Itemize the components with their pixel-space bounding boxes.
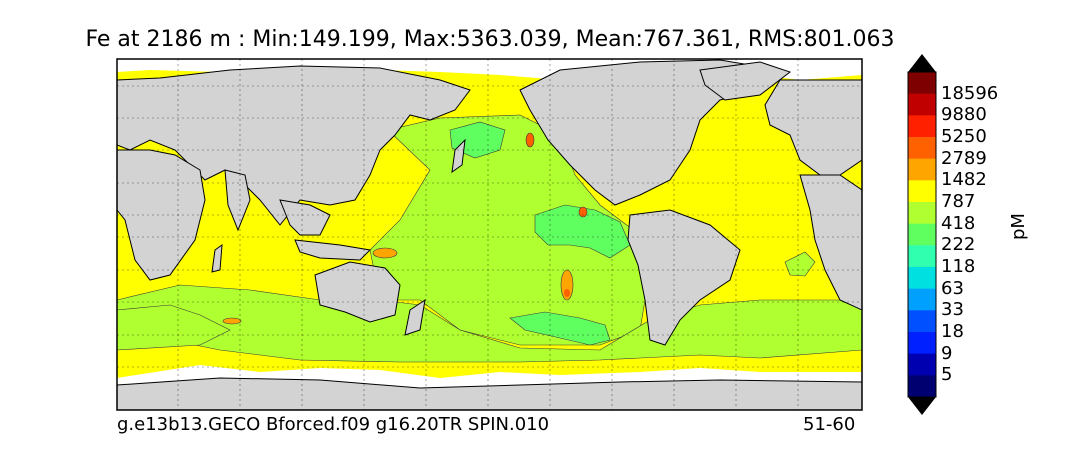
colorbar-swatch bbox=[908, 72, 936, 95]
colorbar-frame bbox=[907, 71, 937, 398]
colorbar-swatch bbox=[908, 310, 936, 333]
colorbar-swatch bbox=[908, 158, 936, 181]
colorbar-tick-label: 2789 bbox=[941, 147, 987, 169]
colorbar-swatch bbox=[908, 137, 936, 160]
colorbar-tick-label: 118 bbox=[941, 256, 976, 277]
colorbar-tick-label: 18 bbox=[941, 321, 964, 342]
colorbar-tick-label: 1482 bbox=[941, 169, 987, 191]
colorbar-swatch bbox=[908, 332, 936, 355]
years-label: 51-60 bbox=[803, 414, 856, 435]
map-frame bbox=[116, 58, 863, 411]
africa bbox=[117, 149, 206, 281]
colorbar-extend-top bbox=[908, 54, 936, 72]
madagascar bbox=[211, 243, 223, 273]
colorbar-extend-bottom bbox=[908, 397, 936, 415]
australia bbox=[314, 261, 401, 323]
indonesia bbox=[294, 239, 372, 261]
colorbar-swatch bbox=[908, 202, 936, 225]
colorbar-tick-label: 33 bbox=[941, 299, 964, 321]
colorbar-tick-label: 18596 bbox=[941, 82, 999, 104]
colorbar-swatch bbox=[908, 375, 936, 398]
south-pacific-min bbox=[509, 311, 611, 346]
hotspot-4 bbox=[372, 247, 398, 259]
colorbar-tick-label: 787 bbox=[941, 191, 976, 212]
south-pacific-green bbox=[117, 304, 231, 351]
colorbar bbox=[907, 54, 937, 415]
hotspot-3 bbox=[525, 132, 535, 148]
se-asia bbox=[279, 199, 331, 236]
colorbar-unit: pM bbox=[1008, 213, 1029, 240]
colorbar-swatch bbox=[908, 115, 936, 138]
colorbar-tick-label: 5 bbox=[941, 364, 953, 386]
run-label: g.e13b13.GECO Bforced.f09 g16.20TR SPIN.… bbox=[117, 414, 550, 435]
hotspot-1-core bbox=[564, 289, 570, 297]
colorbar-swatch bbox=[908, 353, 936, 376]
greenland bbox=[699, 61, 792, 101]
colorbar-tick-label: 5250 bbox=[941, 126, 987, 147]
hotspot-2 bbox=[578, 206, 588, 218]
colorbar-swatch bbox=[908, 180, 936, 203]
colorbar-swatch bbox=[908, 93, 936, 116]
new-zealand bbox=[404, 298, 426, 336]
antarctica bbox=[117, 377, 862, 410]
colorbar-swatch bbox=[908, 245, 936, 268]
plot-title: Fe at 2186 m : Min:149.199, Max:5363.039… bbox=[85, 27, 895, 52]
colorbar-swatch bbox=[908, 288, 936, 311]
colorbar-tick-label: 9880 bbox=[941, 104, 987, 126]
colorbar-tick-label: 222 bbox=[941, 234, 976, 256]
south-america bbox=[627, 209, 741, 346]
hotspot-5 bbox=[222, 317, 242, 325]
africa-east bbox=[799, 174, 862, 311]
colorbar-tick-label: 63 bbox=[941, 277, 964, 299]
colorbar-tick-label: 418 bbox=[941, 212, 976, 234]
colorbar-swatch bbox=[908, 223, 936, 246]
colorbar-tick-label: 9 bbox=[941, 342, 953, 364]
colorbar-swatch bbox=[908, 267, 936, 290]
europe-east bbox=[764, 79, 862, 176]
japan bbox=[451, 138, 466, 174]
eurasia bbox=[117, 65, 471, 226]
